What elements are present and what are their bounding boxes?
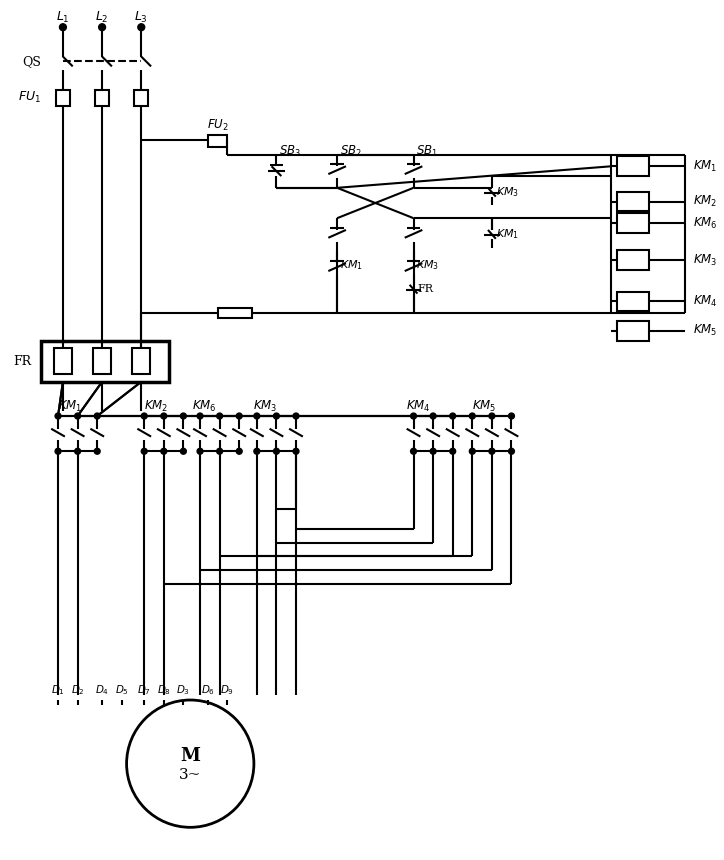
Circle shape [55, 413, 61, 419]
Circle shape [508, 448, 514, 454]
Circle shape [59, 24, 67, 31]
Text: $KM_{2}$: $KM_{2}$ [693, 194, 717, 209]
Text: $D_5$: $D_5$ [114, 684, 129, 697]
Text: $L_1$: $L_1$ [56, 9, 70, 25]
Circle shape [293, 413, 299, 419]
Circle shape [430, 448, 436, 454]
Text: $KM_1$: $KM_1$ [340, 258, 363, 272]
Circle shape [216, 413, 222, 419]
Bar [56, 90, 70, 106]
Bar [618, 157, 649, 176]
Text: $KM_{4}$: $KM_{4}$ [693, 294, 717, 309]
Circle shape [180, 413, 186, 419]
Bar [618, 192, 649, 212]
Text: $KM_4$: $KM_4$ [405, 399, 430, 414]
Circle shape [197, 413, 203, 419]
Bar [54, 348, 72, 374]
Text: $SB_3$: $SB_3$ [279, 144, 301, 159]
Bar [218, 308, 252, 318]
Text: $D_2$: $D_2$ [71, 684, 85, 697]
Text: $SB_1$: $SB_1$ [416, 144, 439, 159]
Circle shape [254, 413, 260, 419]
Circle shape [411, 448, 416, 454]
Text: 3~: 3~ [179, 769, 201, 783]
Bar [41, 341, 169, 382]
Circle shape [293, 448, 299, 454]
Bar [208, 135, 227, 147]
Circle shape [508, 413, 514, 419]
Text: $KM_{1}$: $KM_{1}$ [693, 159, 717, 174]
Text: $KM_3$: $KM_3$ [253, 399, 277, 414]
Text: $KM_3$: $KM_3$ [416, 258, 439, 272]
Bar [135, 90, 148, 106]
Text: $L_3$: $L_3$ [135, 9, 148, 25]
Text: $D_9$: $D_9$ [220, 684, 235, 697]
Circle shape [216, 448, 222, 454]
Text: $KM_5$: $KM_5$ [472, 399, 497, 414]
Text: $L_2$: $L_2$ [96, 9, 109, 25]
Circle shape [469, 448, 475, 454]
Circle shape [274, 413, 279, 419]
Bar [132, 348, 150, 374]
Circle shape [236, 448, 242, 454]
Circle shape [430, 413, 436, 419]
Text: $KM_{3}$: $KM_{3}$ [693, 253, 717, 267]
Text: $D_3$: $D_3$ [177, 684, 190, 697]
Text: M: M [180, 746, 201, 765]
Text: $KM_3$: $KM_3$ [496, 185, 519, 199]
Circle shape [141, 448, 147, 454]
Text: $KM_{5}$: $KM_{5}$ [693, 323, 717, 338]
Circle shape [138, 24, 145, 31]
Circle shape [161, 413, 167, 419]
Circle shape [489, 448, 494, 454]
Circle shape [75, 448, 80, 454]
Text: $D_7$: $D_7$ [138, 684, 151, 697]
Circle shape [254, 448, 260, 454]
Text: $D_4$: $D_4$ [95, 684, 109, 697]
Text: $D_6$: $D_6$ [201, 684, 215, 697]
Circle shape [236, 413, 242, 419]
Text: $SB_2$: $SB_2$ [340, 144, 362, 159]
Circle shape [180, 448, 186, 454]
Text: $KM_1$: $KM_1$ [496, 227, 519, 241]
Text: $D_1$: $D_1$ [51, 684, 65, 697]
Bar [618, 292, 649, 311]
Text: FR: FR [14, 354, 32, 368]
Circle shape [55, 448, 61, 454]
Circle shape [450, 448, 455, 454]
Circle shape [94, 413, 100, 419]
Text: FR: FR [418, 284, 434, 294]
Circle shape [274, 448, 279, 454]
Text: $FU_1$: $FU_1$ [18, 90, 41, 105]
Circle shape [469, 413, 475, 419]
Text: $KM_{6}$: $KM_{6}$ [693, 216, 717, 230]
Circle shape [411, 413, 416, 419]
Circle shape [141, 413, 147, 419]
Text: QS: QS [22, 55, 41, 68]
Text: $KM_6$: $KM_6$ [192, 399, 216, 414]
Text: $FU_2$: $FU_2$ [207, 118, 229, 132]
Text: $KM_2$: $KM_2$ [144, 399, 169, 414]
Circle shape [98, 24, 106, 31]
Bar [93, 348, 111, 374]
Bar [618, 321, 649, 341]
Circle shape [161, 448, 167, 454]
Bar [618, 213, 649, 233]
Circle shape [450, 413, 455, 419]
Bar [96, 90, 109, 106]
Circle shape [197, 448, 203, 454]
Text: $KM_1$: $KM_1$ [58, 399, 83, 414]
Bar [618, 250, 649, 270]
Text: $D_8$: $D_8$ [156, 684, 171, 697]
Circle shape [127, 700, 254, 827]
Circle shape [75, 413, 80, 419]
Circle shape [94, 448, 100, 454]
Circle shape [489, 413, 494, 419]
